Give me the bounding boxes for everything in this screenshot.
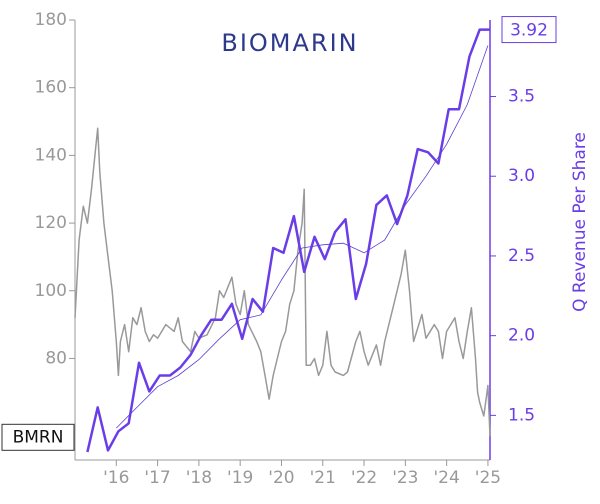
logo: BIOMARIN: [221, 29, 358, 57]
x-tick-label: '22: [351, 468, 377, 488]
y2-tick-label: 1.5: [508, 405, 535, 425]
series-line: [74, 127, 491, 437]
y2-tick-label: 2.0: [508, 326, 535, 346]
y2-tick-label: 2.5: [508, 246, 535, 266]
x-tick-label: '16: [103, 468, 129, 488]
y-tick-label: 180: [35, 10, 67, 30]
y-tick-label: 140: [35, 145, 67, 165]
y2-tick-label: 3.5: [508, 87, 535, 107]
series-line: [86, 28, 490, 453]
y-tick-label: 160: [35, 78, 67, 98]
y-tick-label: 100: [35, 281, 67, 301]
x-tick-label: '23: [392, 468, 418, 488]
x-tick-label: '21: [310, 468, 336, 488]
x-tick-label: '18: [186, 468, 212, 488]
y-tick-label: 80: [45, 348, 67, 368]
y-tick-label: 120: [35, 213, 67, 233]
y2-tick-label: 3.0: [508, 166, 535, 186]
x-tick-label: '19: [227, 468, 253, 488]
x-tick-label: '17: [144, 468, 170, 488]
value-label: 3.92: [510, 21, 548, 41]
price-label-box: [1, 423, 75, 451]
price-label: BMRN: [13, 427, 64, 447]
x-tick-label: '20: [268, 468, 294, 488]
y2-axis-label: Q Revenue Per Share: [570, 132, 590, 312]
series-line: [116, 45, 489, 429]
value-label-box: [501, 16, 557, 44]
x-tick-label: '24: [433, 468, 459, 488]
x-tick-label: '25: [475, 468, 501, 488]
